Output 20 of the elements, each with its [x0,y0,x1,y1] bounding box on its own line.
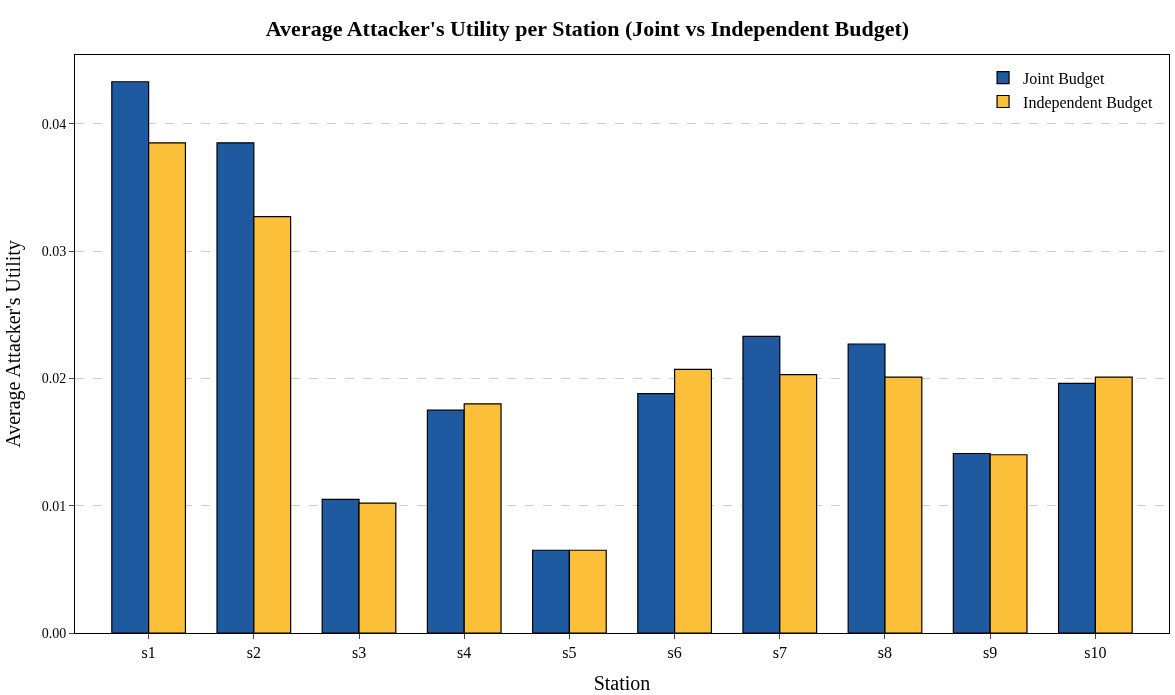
legend-label: Independent Budget [1023,93,1153,112]
y-tick-label: 0.04 [41,116,67,132]
x-tick-label: s1 [141,644,156,662]
x-tick-label: s8 [877,644,893,662]
x-tick-label: s9 [983,644,998,662]
x-tick-label: s6 [667,644,682,662]
x-tick-label: s7 [772,644,787,662]
y-tick-label: 0.00 [41,625,67,641]
y-tick-label: 0.01 [41,498,67,514]
y-axis-title: Average Attacker's Utility [2,240,26,448]
y-tick-label: 0.02 [41,371,67,387]
x-tick-label: s2 [246,644,261,662]
x-tick-label: s5 [562,644,577,662]
x-axis-title: Station [593,671,651,694]
chart-title: Average Attacker's Utility per Station (Joint vs Independent Budget) [265,16,910,42]
legend-label: Joint Budget [1023,69,1105,88]
x-tick-label: s3 [351,644,367,662]
y-tick-label: 0.03 [41,243,67,259]
x-tick-label: s4 [457,644,472,662]
x-tick-label: s10 [1084,644,1107,662]
